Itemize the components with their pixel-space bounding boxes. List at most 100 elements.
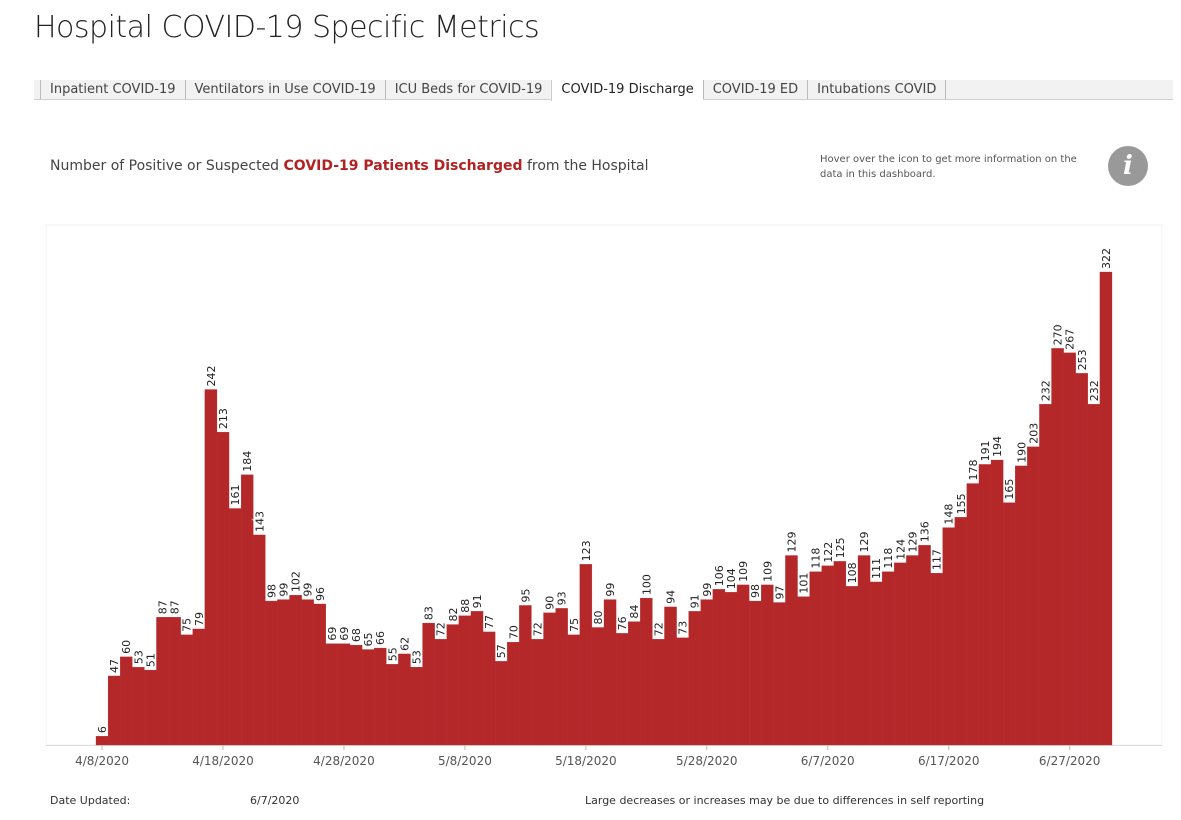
- data-label: 161: [229, 485, 242, 506]
- bar: [821, 565, 834, 746]
- data-label: 129: [785, 532, 798, 553]
- bar: [942, 527, 955, 746]
- bar: [301, 599, 314, 746]
- bar: [446, 624, 460, 746]
- subtitle-text: from the Hospital: [522, 158, 649, 174]
- data-label: 55: [386, 647, 399, 661]
- data-label: 270: [1052, 324, 1065, 345]
- bar: [628, 621, 641, 746]
- data-label: 129: [906, 532, 919, 553]
- data-label: 68: [350, 628, 363, 642]
- bar: [640, 597, 653, 746]
- data-label: 191: [979, 440, 992, 461]
- data-label: 72: [652, 622, 665, 636]
- data-label: 93: [556, 591, 569, 605]
- data-label: 267: [1064, 329, 1077, 350]
- bar: [978, 464, 992, 746]
- data-label: 143: [253, 511, 266, 532]
- bar: [325, 643, 339, 746]
- tab[interactable]: Intubations COVID: [807, 80, 947, 99]
- data-label: 82: [447, 608, 460, 622]
- data-label: 6: [96, 726, 109, 733]
- bar: [676, 637, 689, 746]
- tab[interactable]: Inpatient COVID-19: [40, 80, 185, 99]
- bar: [240, 474, 254, 746]
- data-label: 84: [628, 605, 641, 619]
- bar: [228, 508, 242, 746]
- x-tick-label: 6/7/2020: [801, 754, 855, 768]
- data-label: 106: [713, 565, 726, 586]
- data-label: 190: [1015, 442, 1028, 463]
- data-label: 75: [568, 618, 581, 632]
- bar: [869, 581, 883, 746]
- bar: [700, 599, 714, 746]
- data-label: 232: [1088, 380, 1101, 401]
- tab[interactable]: COVID-19 ED: [702, 80, 807, 99]
- bar: [833, 561, 847, 746]
- data-label: 47: [108, 659, 121, 673]
- bar: [652, 639, 665, 746]
- bar: [1087, 404, 1101, 746]
- data-label: 98: [749, 584, 762, 598]
- data-label: 108: [846, 562, 859, 583]
- data-label: 99: [701, 583, 714, 597]
- x-tick-label: 5/28/2020: [676, 754, 738, 768]
- data-label: 99: [277, 583, 290, 597]
- bar: [882, 571, 895, 746]
- bar: [265, 600, 278, 746]
- data-label: 53: [132, 650, 145, 664]
- bar: [1015, 465, 1028, 746]
- page-title: Hospital COVID-19 Specific Metrics: [34, 10, 540, 45]
- bar: [555, 608, 568, 746]
- data-label: 129: [858, 532, 871, 553]
- bar: [156, 617, 169, 746]
- bar: [253, 534, 266, 746]
- data-label: 57: [495, 644, 508, 658]
- data-label: 117: [931, 549, 944, 570]
- data-label: 98: [265, 584, 278, 598]
- data-label: 53: [411, 650, 424, 664]
- bar: [337, 643, 351, 746]
- data-label: 88: [459, 599, 472, 613]
- tab[interactable]: ICU Beds for COVID-19: [384, 80, 552, 99]
- bar: [894, 562, 907, 746]
- data-label: 109: [737, 561, 750, 582]
- footer-note: Large decreases or increases may be due …: [585, 794, 985, 807]
- bar: [990, 459, 1004, 746]
- data-label: 104: [725, 568, 738, 589]
- bar: [361, 649, 375, 746]
- bar: [482, 631, 496, 746]
- bar: [809, 571, 822, 746]
- data-label: 101: [798, 573, 811, 594]
- tab[interactable]: Ventilators in Use COVID-19: [184, 80, 385, 99]
- bar: [192, 628, 206, 746]
- data-label: 136: [919, 521, 932, 542]
- data-label: 69: [338, 627, 351, 641]
- data-label: 213: [217, 408, 230, 429]
- bar: [761, 584, 774, 746]
- info-text: Hover over the icon to get more informat…: [820, 154, 1077, 180]
- bar: [785, 555, 798, 746]
- bar: [1051, 348, 1064, 746]
- data-label: 123: [580, 540, 593, 561]
- bar: [567, 634, 580, 746]
- info-icon[interactable]: i: [1108, 146, 1148, 186]
- tab[interactable]: COVID-19 Discharge: [551, 80, 703, 101]
- x-tick-label: 4/28/2020: [313, 754, 375, 768]
- bar: [603, 599, 617, 746]
- bar: [954, 517, 968, 746]
- data-label: 90: [544, 596, 557, 610]
- data-label: 72: [531, 622, 544, 636]
- x-tick-label: 4/8/2020: [75, 754, 129, 768]
- data-label: 76: [616, 616, 629, 630]
- bar: [930, 572, 943, 746]
- data-label: 91: [689, 594, 702, 608]
- data-label: 322: [1100, 248, 1113, 269]
- data-label: 65: [362, 633, 375, 647]
- data-label: 95: [519, 588, 532, 602]
- bar: [1075, 373, 1088, 746]
- bar: [168, 617, 181, 746]
- data-label: 232: [1039, 380, 1052, 401]
- data-label: 77: [483, 615, 496, 629]
